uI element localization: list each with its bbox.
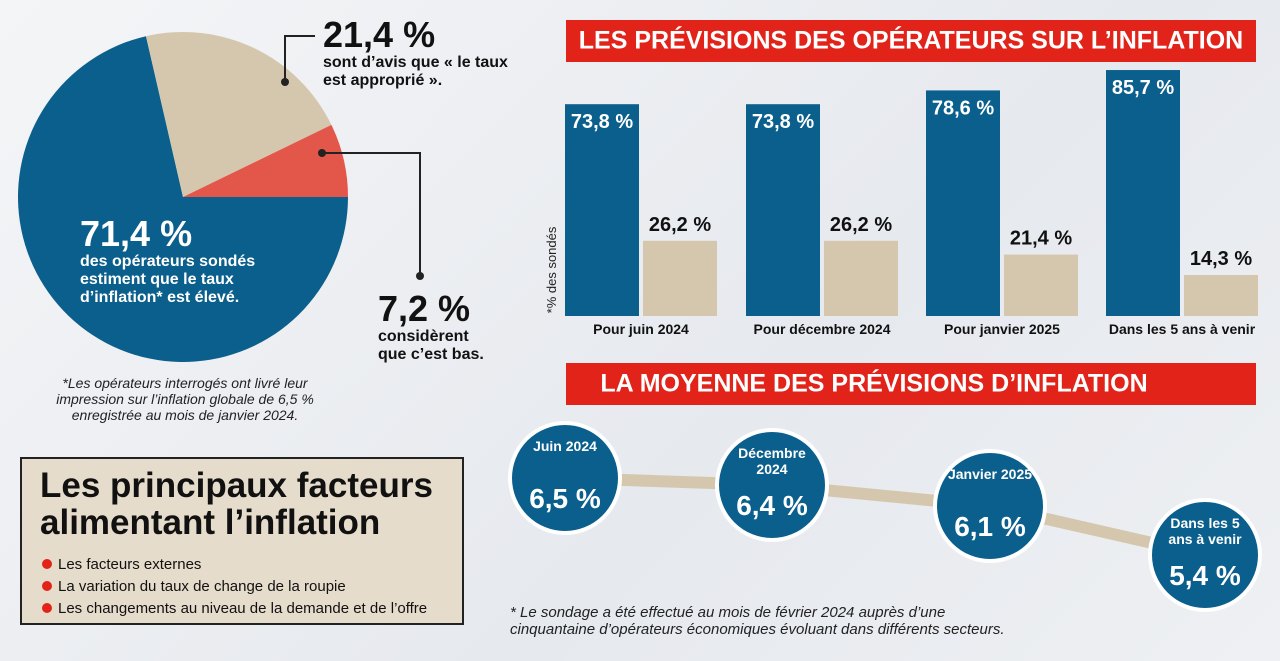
bar	[1184, 274, 1258, 316]
title-banner	[566, 363, 1256, 405]
leader-dot	[281, 78, 289, 86]
leader-dot	[318, 149, 326, 157]
point-category: Janvier 2025	[947, 466, 1033, 482]
bullet	[42, 559, 52, 569]
x-tick-label: Pour décembre 2024	[754, 321, 891, 337]
x-tick-label: Pour janvier 2025	[944, 321, 1060, 337]
value-label: 26,2 %	[830, 214, 892, 236]
value-label: 6,1 %	[954, 511, 1026, 542]
bar	[1004, 254, 1078, 316]
point	[508, 421, 622, 535]
value-label: 26,2 %	[649, 214, 711, 236]
pie-slice	[17, 36, 349, 363]
footnote: *Les opérateurs interrogés ont livré leu…	[56, 375, 314, 423]
point-category: Juin 2024	[533, 438, 597, 454]
leader-line	[322, 152, 421, 276]
pie-value-label: 21,4 %	[323, 14, 436, 55]
factor-item: Les facteurs externes	[58, 556, 201, 573]
value-label: 6,4 %	[736, 490, 808, 521]
x-tick-label: Pour juin 2024	[593, 321, 689, 337]
bar	[824, 240, 898, 316]
bar	[643, 240, 717, 316]
line	[564, 472, 1207, 561]
chart-title: LES PRÉVISIONS DES OPÉRATEURS SUR L’INFL…	[579, 26, 1243, 55]
pie-value-label: 71,4 %	[80, 213, 193, 254]
pie-label: sont d’avis que « le taux est approprié …	[323, 54, 508, 89]
value-label: 85,7 %	[1112, 77, 1174, 99]
bar	[926, 90, 1000, 316]
pie-slice	[183, 124, 348, 197]
point-category: Dans les 5 ans à venir	[1168, 515, 1242, 547]
factor-item: La variation du taux de change de la rou…	[58, 578, 346, 595]
point-category: Décembre 2024	[738, 445, 806, 477]
factors-title: Les principaux facteurs alimentant l’inf…	[40, 466, 433, 542]
value-label: 5,4 %	[1169, 560, 1241, 591]
x-tick-label: Dans les 5 ans à venir	[1109, 321, 1256, 337]
value-label: 14,3 %	[1190, 248, 1252, 270]
value-label: 78,6 %	[932, 97, 994, 119]
factors-box	[20, 457, 464, 625]
chart-title: LA MOYENNE DES PRÉVISIONS D’INFLATION	[600, 369, 1147, 398]
value-label: 73,8 %	[752, 111, 814, 133]
pie-value-label: 7,2 %	[378, 288, 471, 329]
bar	[565, 104, 639, 316]
leader-dot	[416, 272, 424, 280]
bullet	[42, 603, 52, 613]
bullet	[42, 581, 52, 591]
pie-label: des opérateurs sondés estiment que le ta…	[80, 253, 256, 306]
value-label: 21,4 %	[1010, 228, 1072, 250]
value-label: 73,8 %	[571, 111, 633, 133]
leader-line	[284, 35, 315, 82]
pie-label: considèrent que c’est bas.	[378, 328, 484, 363]
point	[715, 428, 829, 542]
bar	[746, 104, 820, 316]
bar	[1106, 70, 1180, 316]
factor-item: Les changements au niveau de la demande …	[58, 600, 427, 617]
y-axis-label: *% des sondés	[544, 226, 559, 313]
title-banner	[566, 20, 1256, 62]
point	[933, 449, 1047, 563]
point	[1148, 498, 1262, 612]
value-label: 6,5 %	[529, 483, 601, 514]
footnote: * Le sondage a été effectué au mois de f…	[510, 604, 1005, 638]
